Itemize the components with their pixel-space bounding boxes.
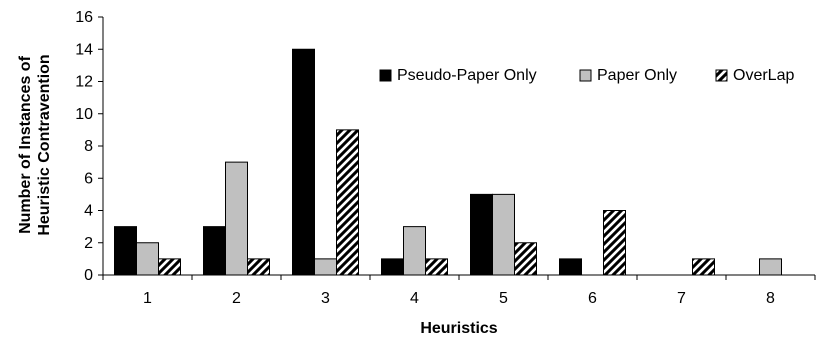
x-tick-label: 3 xyxy=(321,290,330,307)
x-tick-label: 7 xyxy=(677,290,686,307)
y-tick-label: 10 xyxy=(75,106,93,123)
y-tick-label: 14 xyxy=(75,41,93,58)
y-axis-title-line-1: Number of Instances of xyxy=(17,55,34,233)
x-axis-title: Heuristics xyxy=(420,320,497,337)
legend: Pseudo-Paper Only Paper Only OverLap xyxy=(379,67,794,84)
legend-label: Paper Only xyxy=(597,67,677,84)
bar-1-cat-1 xyxy=(114,226,137,276)
x-tick-label: 2 xyxy=(232,290,241,307)
bar-3-cat-2 xyxy=(247,258,270,276)
x-tick-label: 4 xyxy=(410,290,419,307)
x-tick-label: 1 xyxy=(143,290,152,307)
bar-1-cat-5 xyxy=(470,193,493,276)
y-tick-label: 6 xyxy=(84,170,93,187)
bar-1-cat-3 xyxy=(292,48,315,276)
bar-1-cat-2 xyxy=(203,226,226,276)
legend-swatch xyxy=(579,69,592,82)
bar-3-cat-1 xyxy=(158,258,181,276)
bar-2-cat-3 xyxy=(314,258,337,276)
y-axis-title: Number of Instances of Heuristic Contrav… xyxy=(17,54,53,235)
y-axis-title-line-2: Heuristic Contravention xyxy=(36,54,53,235)
bar-1-cat-4 xyxy=(381,258,404,276)
legend-swatch xyxy=(379,69,392,82)
x-tick-label: 6 xyxy=(588,290,597,307)
y-axis-ticks: 0 2 4 6 8 10 12 14 16 xyxy=(75,9,103,284)
bar-3-cat-4 xyxy=(425,258,448,276)
legend-label: OverLap xyxy=(733,67,794,84)
y-tick-label: 4 xyxy=(84,203,93,220)
legend-swatch xyxy=(715,69,728,82)
bar-3-cat-6 xyxy=(603,210,626,276)
x-axis-ticks: 1 2 3 4 5 6 7 8 xyxy=(102,275,816,307)
bar-2-cat-8 xyxy=(759,258,782,276)
y-tick-label: 8 xyxy=(84,138,93,155)
bar-1-cat-6 xyxy=(559,258,582,276)
bar-2-cat-5 xyxy=(492,193,515,276)
x-tick-label: 8 xyxy=(766,290,775,307)
y-tick-label: 2 xyxy=(84,235,93,252)
bar-3-cat-7 xyxy=(692,258,715,276)
bar-2-cat-4 xyxy=(403,226,426,276)
bar-3-cat-5 xyxy=(514,242,537,276)
bar-3-cat-3 xyxy=(336,129,359,276)
y-tick-label: 12 xyxy=(75,74,93,91)
x-tick-label: 5 xyxy=(499,290,508,307)
legend-label: Pseudo-Paper Only xyxy=(397,67,537,84)
y-tick-label: 16 xyxy=(75,9,93,26)
y-tick-label: 0 xyxy=(84,267,93,284)
bar-2-cat-2 xyxy=(225,161,248,276)
bar-2-cat-1 xyxy=(136,242,159,276)
